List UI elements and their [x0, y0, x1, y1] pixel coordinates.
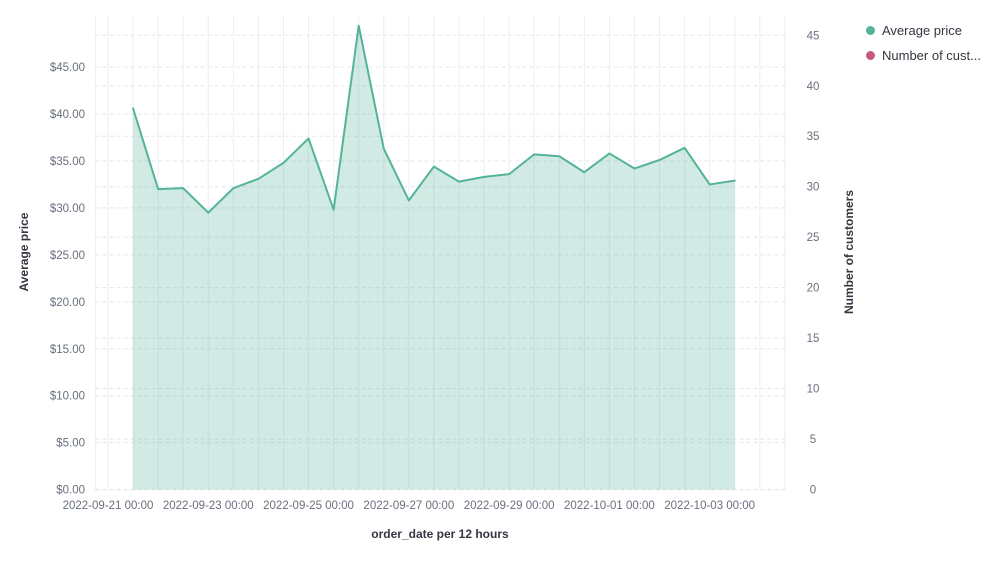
legend-label-average-price: Average price: [882, 23, 962, 38]
y-tick-label-left: $0.00: [56, 485, 85, 497]
y-tick-label-left: $10.00: [50, 391, 85, 403]
x-tick-label: 2022-09-23 00:00: [163, 500, 254, 512]
y-tick-label-right: 10: [807, 384, 820, 396]
y-tick-label-right: 0: [810, 485, 816, 497]
legend-label-number-of-customers: Number of cust...: [882, 48, 981, 63]
legend-item-average-price[interactable]: Average price: [866, 21, 981, 40]
x-tick-label: 2022-09-27 00:00: [363, 500, 454, 512]
x-tick-label: 2022-10-01 00:00: [564, 500, 655, 512]
y-tick-label-left: $25.00: [50, 250, 85, 262]
legend: Average price Number of cust...: [866, 21, 981, 65]
x-tick-label: 2022-09-25 00:00: [263, 500, 354, 512]
x-tick-label: 2022-10-03 00:00: [664, 500, 755, 512]
y-tick-label-right: 45: [807, 30, 820, 42]
y-tick-label-left: $30.00: [50, 203, 85, 215]
legend-dot-average-price-icon: [866, 26, 875, 35]
y-tick-label-left: $5.00: [56, 438, 85, 450]
y-tick-label-right: 40: [807, 81, 820, 93]
y-tick-label-right: 30: [807, 182, 820, 194]
left-axis-title: Average price: [17, 212, 31, 292]
x-tick-label: 2022-09-21 00:00: [63, 500, 154, 512]
y-tick-label-right: 15: [807, 333, 820, 345]
legend-item-number-of-customers[interactable]: Number of cust...: [866, 46, 981, 65]
right-axis-title: Number of customers: [842, 189, 856, 315]
legend-dot-number-of-customers-icon: [866, 51, 875, 60]
y-tick-label-right: 5: [810, 434, 816, 446]
y-tick-label-right: 35: [807, 131, 820, 143]
y-tick-label-right: 25: [807, 232, 820, 244]
x-tick-label: 2022-09-29 00:00: [464, 500, 555, 512]
x-axis-title: order_date per 12 hours: [371, 527, 509, 541]
area-line-average-price: [132, 24, 736, 214]
y-tick-label-left: $40.00: [50, 109, 85, 121]
y-tick-label-left: $15.00: [50, 344, 85, 356]
area-fill-average-price: [133, 25, 735, 490]
y-tick-label-left: $35.00: [50, 156, 85, 168]
y-tick-label-left: $45.00: [50, 62, 85, 74]
y-tick-label-left: $20.00: [50, 297, 85, 309]
y-tick-label-right: 20: [807, 283, 820, 295]
